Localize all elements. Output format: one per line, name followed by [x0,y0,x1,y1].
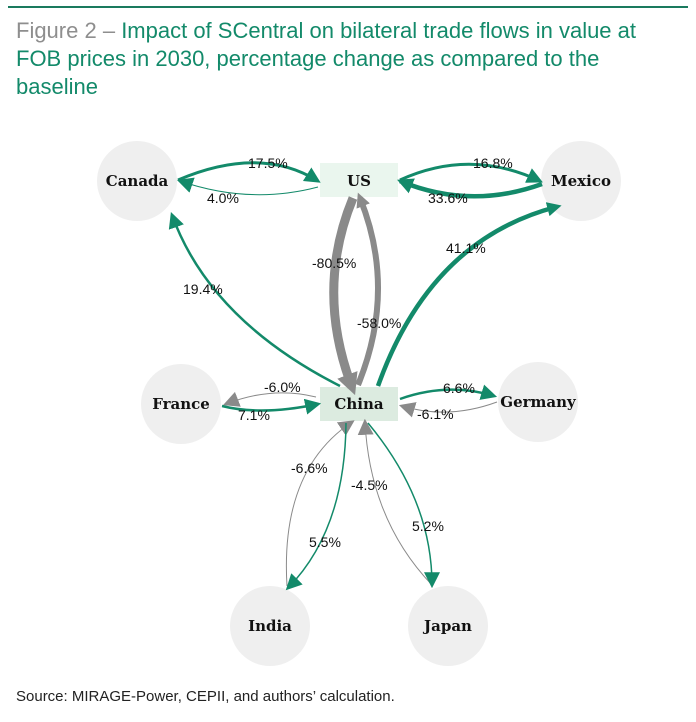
label-india-china: -6.6% [291,460,328,476]
edge-japan-china [357,418,433,586]
edge-china-india [285,422,347,591]
edge-france-china-green [221,398,322,415]
china-label: China [334,395,383,413]
label-china-germany: 6.6% [443,380,475,396]
china-node [320,387,398,421]
label-canada-us: 17.5% [248,155,288,171]
label-china-canada: 19.4% [183,281,223,297]
label-china-us: -58.0% [357,315,401,331]
us-node [320,163,398,197]
figure-number: Figure 2 – [16,18,116,43]
edge-china-us [355,192,381,387]
label-china-france: 7.1% [238,407,270,423]
figure-title: Figure 2 – Impact of SCentral on bilater… [16,17,676,101]
label-mexico-us: 33.6% [428,190,468,206]
mexico-node [541,141,621,221]
edge-china-france-gray [223,391,317,407]
edge-us-mexico [399,162,543,183]
edge-germany-china [398,401,498,418]
edge-china-canada [168,211,341,388]
edge-us-canada [176,177,319,196]
label-china-mexico: 41.1% [446,240,486,256]
label-france-china: -6.0% [264,379,301,395]
edge-china-germany [399,384,498,401]
edge-india-china [285,420,355,587]
japan-label: Japan [422,617,472,635]
edge-us-china [329,196,358,396]
label-china-japan: 5.2% [412,518,444,534]
france-node [141,364,221,444]
top-rule [8,6,688,8]
canada-node [97,141,177,221]
label-japan-china: -4.5% [351,477,388,493]
india-label: India [248,617,292,635]
label-china-india: 5.5% [309,534,341,550]
us-label: US [347,172,371,190]
france-label: France [152,395,210,413]
source-note: Source: MIRAGE-Power, CEPII, and authors… [16,688,395,705]
label-us-canada: 4.0% [207,190,239,206]
edge-china-japan [367,422,440,589]
edge-mexico-us [397,178,543,199]
figure-title-text: Impact of SCentral on bilateral trade fl… [16,18,637,99]
label-us-china: -80.5% [312,255,356,271]
edge-canada-us [177,161,321,183]
edge-china-mexico [375,202,562,387]
label-us-mexico: 16.8% [473,155,513,171]
canada-label: Canada [106,172,169,190]
japan-node [408,586,488,666]
germany-node [498,362,578,442]
label-germany-china: -6.1% [417,406,454,422]
india-node [230,586,310,666]
mexico-label: Mexico [551,172,611,190]
germany-label: Germany [500,393,577,411]
